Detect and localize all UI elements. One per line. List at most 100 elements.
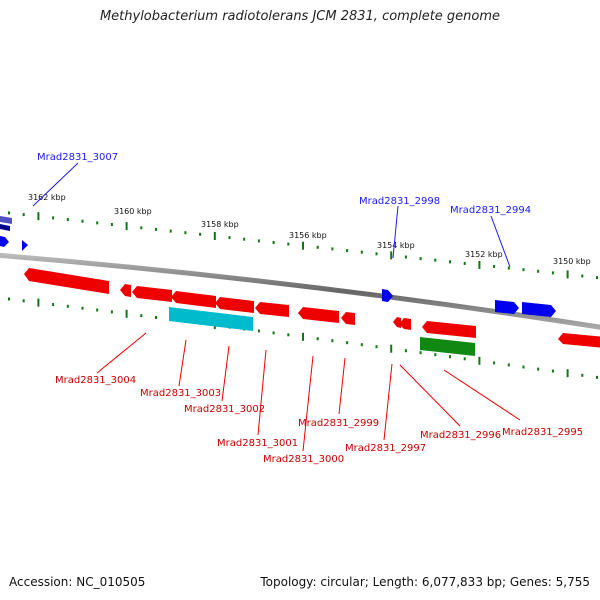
tick-mark [507, 266, 510, 270]
tick-mark [110, 223, 113, 226]
tick-mark [8, 211, 10, 215]
reverse-gene[interactable] [255, 302, 289, 317]
tick-mark [375, 345, 378, 349]
tick-mark [257, 329, 260, 333]
tick-mark [228, 236, 231, 240]
tick-mark [140, 314, 143, 318]
reverse-gene[interactable] [215, 297, 254, 313]
tick-mark [140, 226, 143, 230]
tick-label: 3152 kbp [465, 250, 503, 259]
tick-mark [390, 344, 393, 353]
tick-mark [96, 221, 99, 225]
tick-mark [551, 271, 554, 275]
tick-mark [199, 232, 202, 236]
tick-mark [302, 241, 304, 250]
reverse-gene[interactable] [298, 307, 339, 323]
tick-mark [96, 308, 99, 312]
callout-line [338, 357, 346, 415]
reverse-gene[interactable] [341, 312, 355, 325]
tick-mark [566, 270, 569, 279]
callout-line [32, 162, 79, 207]
callout-line [96, 332, 147, 374]
tick-mark [22, 213, 25, 217]
reverse-gene[interactable] [393, 317, 401, 328]
forward-gene[interactable] [0, 216, 12, 224]
other-gene[interactable] [420, 337, 475, 356]
tick-mark [169, 229, 172, 233]
tick-mark [8, 297, 10, 301]
tick-mark [257, 239, 260, 243]
forward-gene[interactable] [495, 300, 519, 314]
accession-text: Accession: NC_010505 [9, 575, 146, 589]
reverse-gene-label[interactable]: Mrad2831_3001 [217, 438, 298, 449]
reverse-gene-label[interactable]: Mrad2831_3003 [140, 388, 221, 399]
forward-gene-label[interactable]: Mrad2831_3007 [37, 152, 118, 163]
tick-mark [316, 245, 319, 249]
forward-gene[interactable] [382, 289, 393, 302]
callout-line [490, 215, 511, 268]
tick-mark [522, 268, 525, 272]
tick-mark [419, 351, 422, 355]
tick-mark [596, 276, 598, 280]
callout-line [302, 355, 314, 452]
callout-line [443, 369, 521, 421]
callout-line [178, 339, 187, 387]
reverse-gene[interactable] [399, 318, 411, 330]
tick-label: 3162 kbp [28, 193, 66, 202]
forward-gene[interactable] [22, 240, 28, 251]
tick-mark [493, 361, 496, 365]
tick-mark [184, 231, 187, 235]
rna-gene[interactable] [169, 307, 253, 331]
tick-mark [125, 309, 128, 318]
reverse-gene[interactable] [171, 291, 216, 308]
reverse-gene[interactable] [422, 321, 476, 338]
tick-mark [272, 331, 275, 335]
tick-mark [434, 353, 437, 357]
forward-gene[interactable] [0, 236, 9, 247]
tick-mark [316, 337, 319, 341]
reverse-gene-label[interactable]: Mrad2831_2996 [420, 430, 501, 441]
tick-mark [155, 227, 157, 231]
reverse-gene-label[interactable]: Mrad2831_3002 [184, 404, 265, 415]
reverse-gene[interactable] [558, 333, 600, 348]
tick-mark [37, 298, 40, 307]
tick-mark [272, 241, 275, 244]
forward-gene-label[interactable]: Mrad2831_2994 [450, 205, 531, 216]
genome-backbone [0, 252, 600, 330]
tick-mark [213, 232, 216, 240]
tick-label: 3156 kbp [289, 231, 327, 240]
reverse-gene-label[interactable]: Mrad2831_3004 [55, 375, 136, 386]
tick-mark [360, 250, 363, 254]
tick-mark [404, 255, 407, 259]
reverse-gene-label[interactable]: Mrad2831_3000 [263, 454, 344, 465]
tick-mark [346, 341, 349, 345]
tick-mark [37, 212, 40, 221]
reverse-gene-label[interactable]: Mrad2831_2997 [345, 443, 426, 454]
tick-mark [537, 269, 540, 273]
reverse-gene-label[interactable]: Mrad2831_2995 [502, 427, 583, 438]
tick-mark [81, 219, 84, 223]
callout-line [383, 363, 393, 441]
tick-mark [478, 356, 481, 365]
reverse-gene[interactable] [132, 286, 172, 302]
tick-mark [419, 257, 422, 261]
forward-gene[interactable] [522, 302, 556, 317]
callout-line [392, 205, 399, 259]
tick-mark [125, 222, 128, 231]
reverse-gene[interactable] [120, 284, 131, 297]
tick-mark [581, 373, 584, 377]
tick-label: 3150 kbp [553, 257, 591, 266]
tick-mark [449, 260, 451, 264]
tick-label: 3154 kbp [377, 241, 415, 250]
tick-mark [463, 357, 466, 361]
tick-mark [110, 310, 113, 314]
inner-tick-row [8, 297, 598, 379]
reverse-gene[interactable] [24, 268, 109, 294]
reverse-gene-label[interactable]: Mrad2831_2999 [298, 418, 379, 429]
tick-mark [287, 333, 290, 337]
forward-gene[interactable] [0, 224, 10, 231]
forward-gene-label[interactable]: Mrad2831_2998 [359, 196, 440, 207]
tick-mark [155, 316, 157, 319]
tick-mark [463, 261, 466, 265]
